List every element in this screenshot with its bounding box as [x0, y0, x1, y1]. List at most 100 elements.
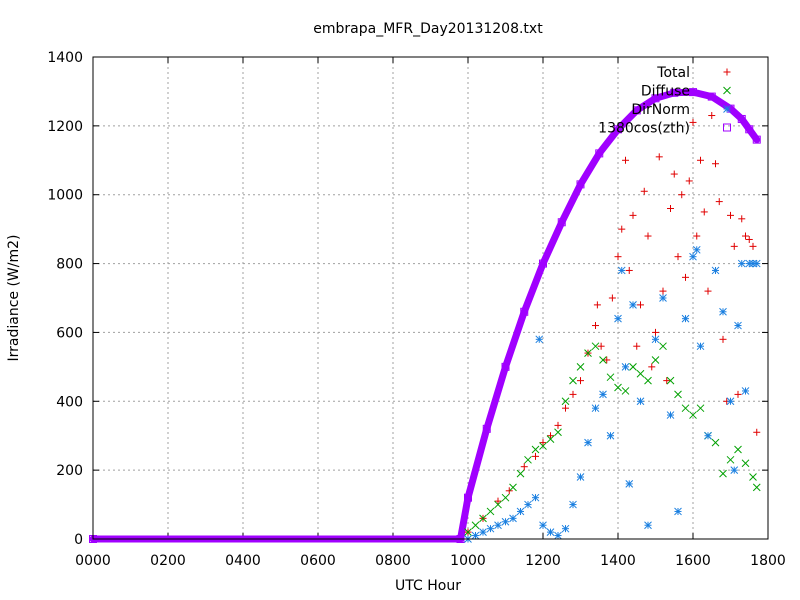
legend-marker [723, 68, 731, 76]
data-point [562, 404, 569, 412]
data-point [539, 521, 547, 530]
y-tick-label: 400 [56, 394, 83, 410]
data-point [693, 232, 701, 240]
legend-marker [723, 86, 731, 95]
data-point [685, 177, 693, 185]
data-point [681, 404, 690, 413]
data-point [741, 459, 750, 468]
data-point [730, 466, 739, 474]
data-point [614, 383, 622, 392]
data-point [666, 411, 675, 419]
data-point [697, 156, 704, 164]
x-tick-label: 1800 [750, 553, 786, 569]
data-point [682, 273, 689, 281]
data-point [546, 528, 555, 536]
data-point [689, 411, 697, 419]
data-point [520, 463, 528, 471]
chart-title: embrapa_MFR_Day20131208.txt [313, 21, 543, 37]
data-point [670, 170, 678, 178]
data-point [614, 253, 622, 261]
data-point [738, 215, 746, 223]
data-point [531, 493, 540, 502]
data-point [479, 514, 487, 523]
y-axis: 0 200 400 600 800 1000 1200 1400 [47, 50, 768, 548]
data-point [524, 500, 532, 509]
y-tick-label: 600 [56, 325, 83, 341]
data-point [726, 397, 735, 406]
data-point [651, 356, 660, 364]
data-point [535, 335, 544, 344]
data-point [554, 428, 562, 437]
legend: Total Diffuse DirNorm 1380cos(zth) [598, 65, 731, 137]
data-point [593, 301, 601, 309]
data-point [644, 232, 652, 240]
data-point [659, 342, 667, 351]
data-point [501, 362, 510, 371]
data-point [617, 266, 626, 275]
data-point [576, 180, 585, 189]
data-point [651, 335, 660, 344]
data-point [678, 191, 686, 199]
data-point [509, 483, 517, 492]
data-point [599, 390, 607, 399]
data-point [696, 342, 705, 351]
x-axis-label: UTC Hour [395, 578, 461, 594]
data-point [561, 397, 570, 406]
data-point [482, 424, 491, 433]
data-point [494, 521, 502, 530]
data-point [629, 363, 637, 371]
plot-frame [92, 56, 769, 540]
y-tick-label: 1200 [47, 119, 83, 135]
data-point [712, 160, 719, 168]
data-point [745, 235, 753, 243]
x-tick-label: 1000 [450, 553, 486, 569]
data-point [547, 432, 554, 440]
data-point [471, 521, 480, 530]
data-point [636, 397, 645, 406]
data-point [595, 149, 604, 158]
data-point [715, 198, 723, 206]
data-point [569, 500, 577, 509]
x-tick-label: 0000 [75, 553, 111, 569]
data-point [509, 514, 517, 523]
data-point [608, 294, 616, 302]
data-point [621, 387, 630, 395]
data-point [719, 469, 727, 478]
data-point [614, 314, 622, 323]
legend-marker [723, 123, 731, 132]
data-point [603, 356, 611, 364]
data-point [752, 259, 761, 268]
data-point [633, 342, 641, 350]
data-point [734, 321, 742, 330]
data-point [674, 507, 682, 516]
data-point [464, 528, 472, 536]
data-point [696, 404, 705, 413]
legend-label: DirNorm [631, 102, 690, 118]
data-point [622, 156, 629, 164]
data-point [681, 314, 690, 323]
data-point [719, 335, 727, 343]
y-tick-label: 0 [74, 532, 83, 548]
data-point [576, 363, 585, 371]
data-point [501, 493, 510, 502]
data-point [637, 301, 644, 309]
data-point [494, 500, 502, 509]
data-point [753, 428, 761, 436]
x-tick-label: 1200 [525, 553, 561, 569]
grid [93, 57, 768, 539]
data-point [584, 438, 592, 447]
data-point [670, 88, 679, 97]
series-2 [464, 245, 761, 543]
data-point [655, 153, 663, 161]
data-point [730, 242, 738, 250]
data-point [674, 253, 682, 261]
data-point [557, 218, 566, 227]
data-point [539, 442, 547, 450]
series-1 [464, 342, 761, 536]
data-point [494, 497, 502, 505]
data-point [625, 266, 633, 274]
data-point [569, 376, 577, 385]
data-point [700, 208, 708, 216]
data-point [752, 483, 761, 492]
data-point [689, 252, 697, 261]
